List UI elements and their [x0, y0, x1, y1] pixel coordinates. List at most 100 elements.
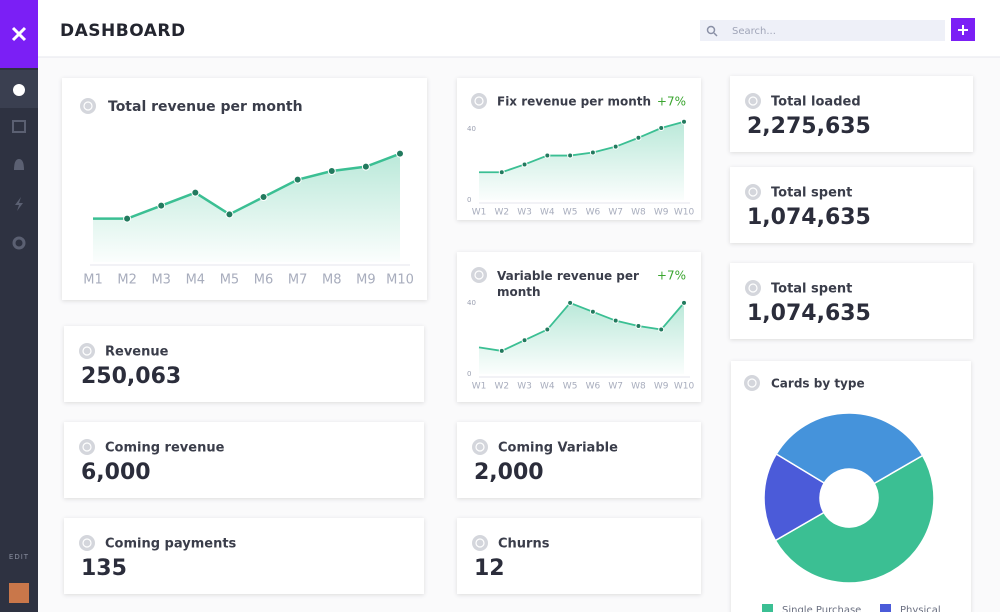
- stat-title: Total spent: [771, 282, 852, 297]
- area: [479, 121, 684, 200]
- stat-value: 1,074,635: [747, 301, 871, 326]
- line: [478, 301, 685, 352]
- donut-slice: [774, 454, 935, 584]
- stat-card: [64, 518, 424, 594]
- card-icon-inner: [747, 378, 757, 388]
- nav-settings-icon[interactable]: [12, 236, 26, 250]
- point: [498, 169, 505, 176]
- point: [567, 299, 574, 306]
- x-tick-label: W5: [563, 208, 578, 218]
- point: [567, 152, 574, 159]
- add-icon: [958, 25, 968, 35]
- card-icon-inner: [474, 270, 484, 280]
- card-icon: [472, 439, 488, 455]
- x-tick-label: W6: [586, 208, 601, 218]
- point: [521, 337, 528, 344]
- stat-title: Coming revenue: [105, 441, 225, 456]
- y-tick-label: 40: [467, 125, 476, 133]
- x-tick-label: W4: [540, 382, 555, 392]
- stat-card: [730, 167, 973, 243]
- chart-title: Total revenue per month: [108, 99, 303, 115]
- donut-slice: [763, 452, 826, 542]
- nav-dashboard-icon[interactable]: [13, 84, 25, 96]
- x-tick-label: W7: [608, 208, 623, 218]
- stat-title: Revenue: [105, 345, 169, 360]
- card-icon: [80, 98, 96, 114]
- search-box[interactable]: [700, 20, 945, 41]
- x-tick-label: W4: [540, 208, 555, 218]
- x-tick-label: W1: [472, 382, 487, 392]
- line: [93, 152, 401, 220]
- stat-value: 6,000: [81, 460, 151, 485]
- x-tick-label: M5: [220, 273, 240, 288]
- x-tick-label: W2: [494, 382, 509, 392]
- x-tick-label: M10: [386, 273, 414, 288]
- nav-table-icon[interactable]: [12, 120, 26, 133]
- x-tick-label: W2: [494, 208, 509, 218]
- card-icon-inner: [748, 283, 758, 293]
- stat-value: 1,074,635: [747, 205, 871, 230]
- avatar[interactable]: [9, 583, 29, 603]
- point: [658, 326, 665, 333]
- x-tick-label: M3: [151, 273, 171, 288]
- search-placeholder[interactable]: Search...: [732, 26, 776, 37]
- card-icon-inner: [474, 96, 484, 106]
- card-icon-inner: [82, 538, 92, 548]
- stat-value: 250,063: [81, 364, 181, 389]
- card-icon: [744, 375, 760, 391]
- stat-value: 12: [474, 556, 505, 581]
- edit-label[interactable]: EDIT: [9, 553, 29, 561]
- y-tick-label: 0: [467, 196, 471, 204]
- card-icon: [745, 93, 761, 109]
- stat-card: [457, 518, 701, 594]
- stat-card: [64, 422, 424, 498]
- nav-bolt-icon[interactable]: [15, 197, 23, 211]
- stat-value: 135: [81, 556, 127, 581]
- stat-title: Total spent: [771, 186, 852, 201]
- x-tick-label: W3: [517, 382, 532, 392]
- x-tick-label: W8: [631, 208, 646, 218]
- page-title: DASHBOARD: [60, 21, 186, 41]
- logo-icon: [11, 26, 27, 42]
- x-tick-label: W10: [674, 382, 695, 392]
- stat-card: [730, 76, 973, 152]
- x-tick-label: W7: [608, 382, 623, 392]
- point: [589, 308, 596, 315]
- card-icon-inner: [82, 346, 92, 356]
- card-icon-inner: [475, 442, 485, 452]
- point: [544, 326, 551, 333]
- point: [544, 152, 551, 159]
- legend-swatch: [762, 604, 773, 612]
- legend-label: Physical: [900, 605, 941, 612]
- stat-card: [64, 326, 424, 402]
- line: [479, 120, 685, 174]
- x-tick-label: M2: [117, 273, 137, 288]
- x-tick-label: M9: [356, 273, 376, 288]
- point: [191, 188, 200, 197]
- point: [681, 118, 687, 125]
- x-tick-label: W6: [586, 382, 601, 392]
- card-icon-inner: [83, 101, 93, 111]
- point: [635, 323, 642, 329]
- stat-card: [457, 422, 701, 498]
- point: [589, 149, 596, 156]
- change-badge: +7%: [657, 269, 686, 283]
- search-icon: [706, 25, 716, 35]
- point: [658, 125, 665, 131]
- chart-title: Fix revenue per month: [497, 95, 651, 109]
- x-tick-label: W8: [631, 382, 646, 392]
- y-tick-label: 40: [467, 299, 476, 307]
- legend-swatch: [880, 604, 891, 612]
- area: [479, 302, 684, 374]
- x-tick-label: W9: [654, 208, 669, 218]
- card-icon-inner: [82, 442, 92, 452]
- x-tick-label: W3: [517, 208, 532, 218]
- stat-title: Total loaded: [771, 95, 861, 110]
- search-icon-handle: [713, 32, 718, 37]
- point: [361, 162, 370, 171]
- stat-value: 2,000: [474, 460, 544, 485]
- card-icon-inner: [748, 96, 758, 106]
- nav-bell-icon[interactable]: [14, 159, 24, 170]
- point: [612, 143, 619, 150]
- x-tick-label: W1: [472, 208, 487, 218]
